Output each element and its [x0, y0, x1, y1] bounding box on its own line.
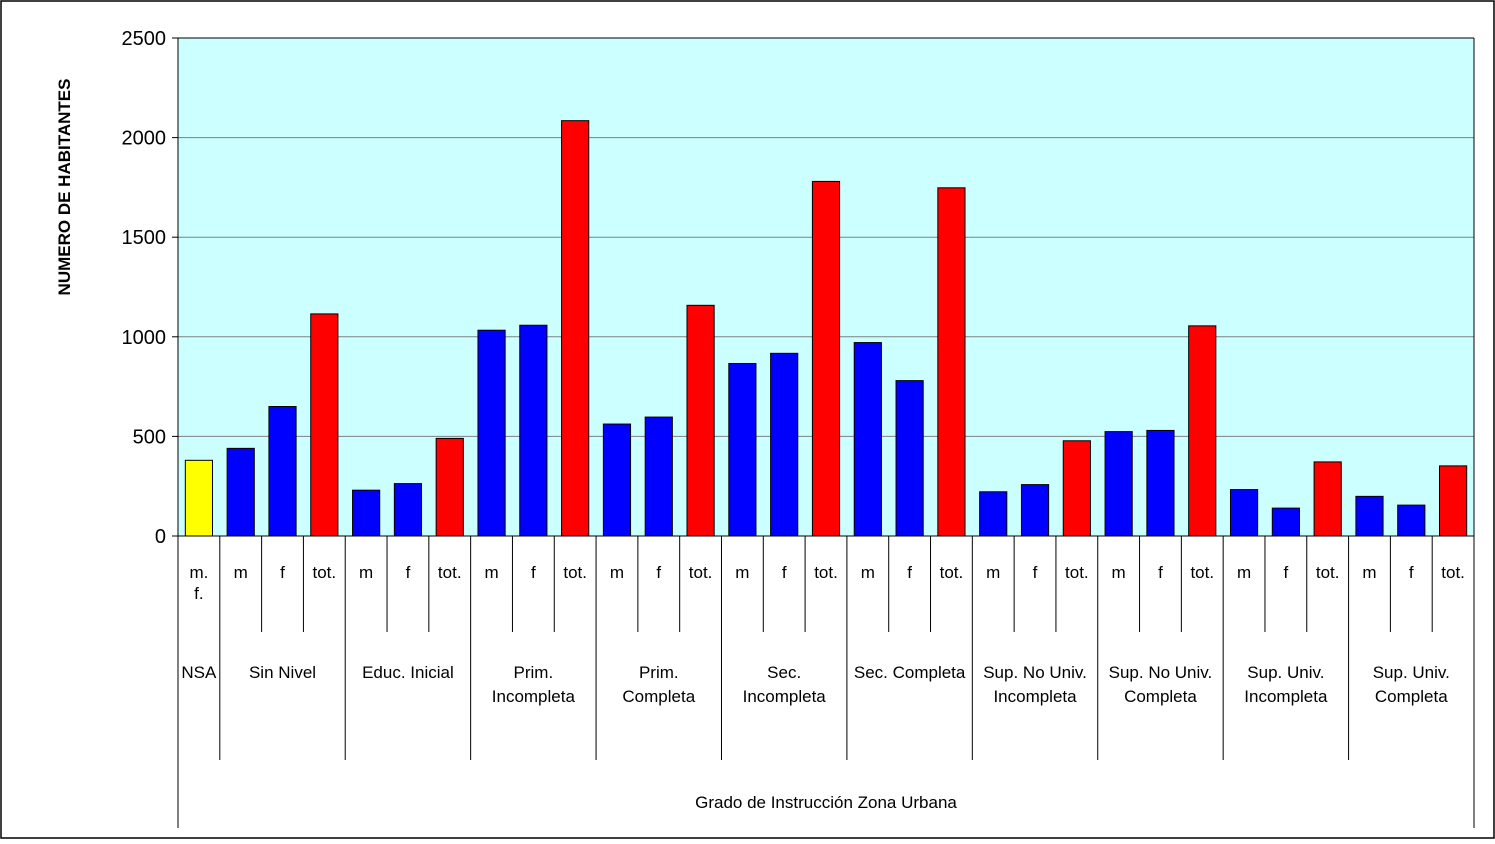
bar-sub-label: f [280, 563, 285, 582]
bar-sec-incompleta-f [770, 352, 799, 537]
bar-sup-univ-completa-tot [1439, 465, 1468, 537]
group-label: Sec. Completa [854, 663, 966, 682]
bar-sec-completa-tot [937, 187, 966, 537]
bar-sub-label: tot. [940, 563, 964, 582]
bar-sub-label: m [1362, 563, 1376, 582]
bar-sub-label: m [1237, 563, 1251, 582]
bar-prim-completa-tot [686, 304, 715, 537]
bar-sec-completa-m [853, 342, 882, 537]
bar-sub-label: f [907, 563, 912, 582]
bar-sub-label: tot. [1190, 563, 1214, 582]
bar-sub-label: f [782, 563, 787, 582]
bar-educ-inicial-f [393, 483, 423, 537]
bar-sub-label: tot. [438, 563, 462, 582]
group-label: Prim. [639, 663, 679, 682]
bar-educ-inicial-m [352, 489, 381, 537]
group-label: Completa [622, 687, 695, 706]
bar-sub-label: tot. [1441, 563, 1465, 582]
bar-sup-no-univ-incompleta-tot [1062, 440, 1091, 537]
bar-sup-no-univ-completa-f [1146, 429, 1175, 537]
bar-sup-univ-completa-f [1397, 504, 1426, 537]
bar-sup-univ-incompleta-f [1271, 507, 1300, 537]
bar-sup-univ-completa-m [1355, 495, 1384, 537]
bar-sec-incompleta-tot [811, 180, 841, 537]
bar-sub-label: m [484, 563, 498, 582]
group-label: Completa [1375, 687, 1448, 706]
group-label: Sec. [767, 663, 801, 682]
y-tick-label: 1500 [122, 227, 167, 249]
bar-sub-label: tot. [689, 563, 713, 582]
group-label: NSA [181, 663, 217, 682]
bar-sub-label: f [1158, 563, 1163, 582]
group-label: Completa [1124, 687, 1197, 706]
bar-sub-label: f [1409, 563, 1414, 582]
y-tick-label: 1000 [122, 327, 167, 349]
x-axis-label: Grado de Instrucción Zona Urbana [695, 793, 957, 812]
group-label: Sup. No Univ. [983, 663, 1087, 682]
bar-sub-label: f [531, 563, 536, 582]
group-label: Incompleta [492, 687, 576, 706]
bar-sub-label: tot. [563, 563, 587, 582]
bar-sup-no-univ-incompleta-m [979, 491, 1008, 537]
bar-sub-label: f [656, 563, 661, 582]
bar-sub-label: m. [189, 563, 208, 582]
group-label: Educ. Inicial [362, 663, 454, 682]
bar-sup-no-univ-incompleta-f [1020, 484, 1050, 537]
y-tick-label: 500 [133, 426, 166, 448]
y-tick-label: 2500 [122, 28, 167, 50]
bar-sub-label: m [610, 563, 624, 582]
bar-sub-label: tot. [1065, 563, 1089, 582]
bar-sub-label: m [861, 563, 875, 582]
bar-sin-nivel-m [226, 447, 255, 537]
bar-sub-label: tot. [1316, 563, 1340, 582]
group-label: Incompleta [1244, 687, 1328, 706]
group-label: Incompleta [743, 687, 827, 706]
bar-prim-incompleta-tot [561, 120, 590, 537]
bar-sec-completa-f [895, 380, 924, 537]
bar-sub-label: m [735, 563, 749, 582]
y-tick-label: 2000 [122, 128, 167, 150]
bar-educ-inicial-tot [435, 437, 464, 537]
bar-sub-label: f [1284, 563, 1289, 582]
bar-nsa-mf [184, 459, 213, 537]
x-category-labels: m. f. m f tot. m f tot. m f tot. m f tot. m f tot. m f tot.… [181, 563, 1464, 706]
bar-sub-label: f. [194, 584, 203, 603]
group-label: Sin Nivel [249, 663, 316, 682]
bar-sup-univ-incompleta-m [1229, 489, 1259, 537]
bar-sec-incompleta-m [728, 362, 757, 537]
bar-sub-label: m [986, 563, 1000, 582]
group-label: Sup. Univ. [1247, 663, 1324, 682]
bar-prim-incompleta-f [519, 324, 548, 537]
bar-sub-label: f [1033, 563, 1038, 582]
bar-sub-label: m [359, 563, 373, 582]
bar-prim-completa-f [644, 416, 673, 537]
y-tick-label: 0 [155, 526, 166, 548]
bar-sub-label: tot. [814, 563, 838, 582]
y-tick-labels: 0 500 1000 1500 2000 2500 [122, 28, 178, 548]
y-axis-label: NUMERO DE HABITANTES [55, 79, 74, 296]
bar-sup-no-univ-completa-m [1104, 431, 1133, 537]
group-label: Incompleta [993, 687, 1077, 706]
group-label: Prim. [514, 663, 554, 682]
axes [177, 37, 1475, 828]
group-label: Sup. Univ. [1373, 663, 1450, 682]
bar-sup-no-univ-completa-tot [1188, 325, 1217, 537]
bar-sub-label: m [1112, 563, 1126, 582]
bar-sin-nivel-f [268, 406, 297, 537]
bar-sin-nivel-tot [310, 313, 339, 537]
bar-sup-univ-incompleta-tot [1313, 461, 1342, 537]
bar-prim-incompleta-m [477, 329, 506, 537]
group-label: Sup. No Univ. [1109, 663, 1213, 682]
bar-sub-label: tot. [313, 563, 337, 582]
bar-sub-label: m [234, 563, 248, 582]
bar-sub-label: f [406, 563, 411, 582]
bar-prim-completa-m [602, 423, 632, 537]
